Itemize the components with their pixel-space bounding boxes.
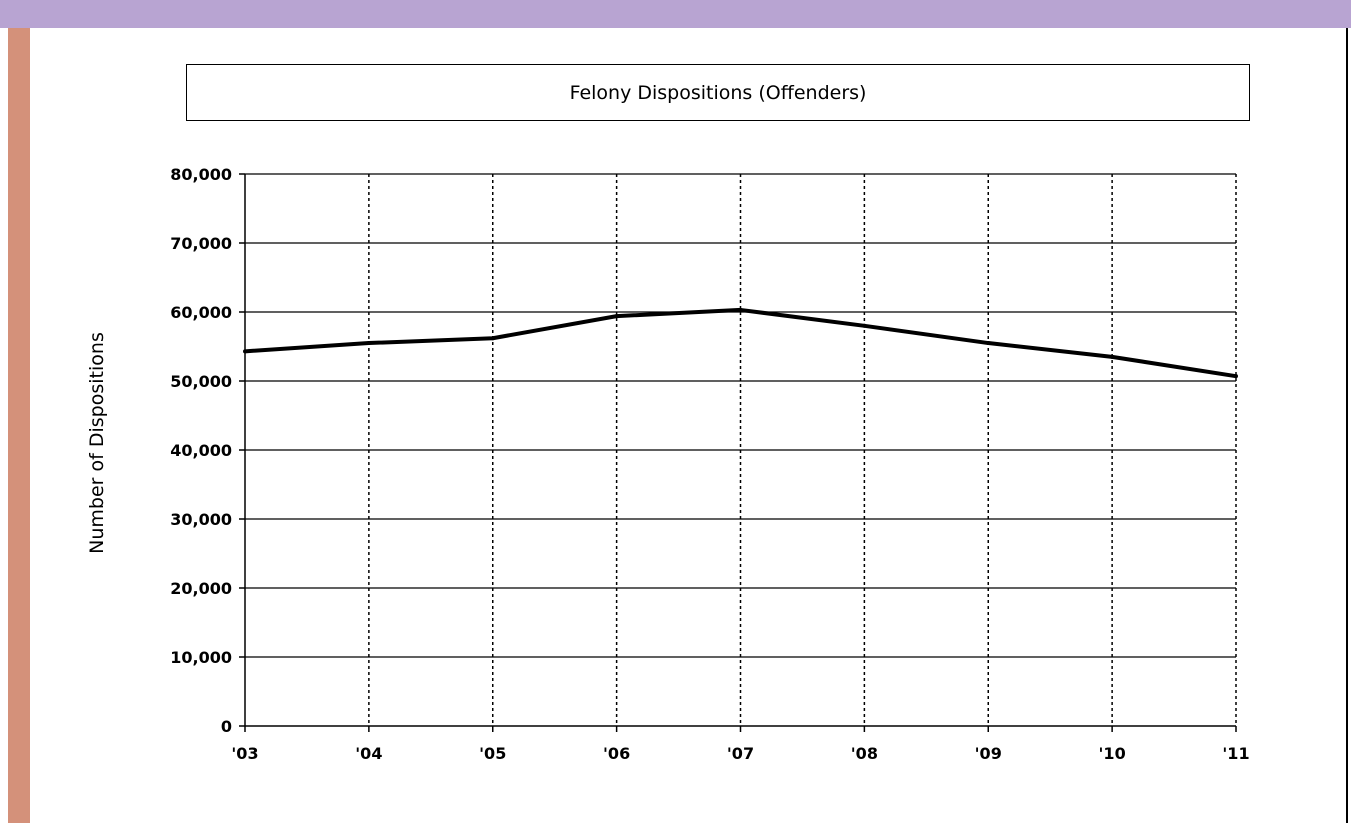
y-axis-label: Number of Dispositions [86,332,108,554]
x-axis-ticks: '03 '04 '05 '06 '07 '08 '09 '10 '11 [231,726,1250,763]
y-tick-label: 70,000 [170,234,232,253]
right-border-rule [1346,28,1348,823]
y-tick-label: 60,000 [170,303,232,322]
y-tick-label: 0 [221,717,232,736]
x-tick-label: '07 [727,744,754,763]
x-tick-label: '10 [1099,744,1126,763]
data-point [614,314,619,319]
x-tick-label: '11 [1222,744,1249,763]
data-point [490,336,495,341]
data-point [986,341,991,346]
left-accent-bar [8,28,30,823]
y-tick-label: 30,000 [170,510,232,529]
x-tick-label: '04 [355,744,382,763]
x-tick-label: '03 [231,744,258,763]
data-point [862,323,867,328]
data-point [1110,354,1115,359]
x-tick-label: '05 [479,744,506,763]
x-tick-label: '06 [603,744,630,763]
data-point [1234,374,1238,379]
y-tick-label: 80,000 [170,165,232,184]
data-point [243,349,247,354]
top-accent-bar [0,0,1351,28]
y-tick-label: 50,000 [170,372,232,391]
y-axis-ticks: 0 10,000 20,000 30,000 40,000 50,000 60,000 70,… [170,165,245,736]
data-point [366,341,371,346]
chart-title: Felony Dispositions (Offenders) [186,64,1250,121]
y-tick-label: 10,000 [170,648,232,667]
x-tick-label: '09 [975,744,1002,763]
y-tick-label: 20,000 [170,579,232,598]
x-tick-label: '08 [851,744,878,763]
vertical-gridlines [368,174,1237,726]
series-group [243,307,1238,379]
data-point [738,307,743,312]
y-tick-label: 40,000 [170,441,232,460]
